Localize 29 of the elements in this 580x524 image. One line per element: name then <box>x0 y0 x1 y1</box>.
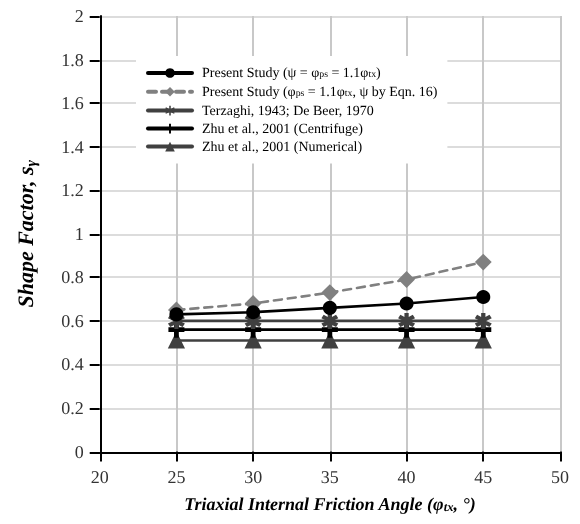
point <box>246 305 261 320</box>
x-tick-label: 30 <box>244 466 264 487</box>
y-tick-label: 0.4 <box>61 354 85 375</box>
y-tick-label: 1 <box>74 223 84 244</box>
y-tick-label: 1.6 <box>61 93 85 114</box>
x-tick-label: 40 <box>397 466 417 487</box>
point <box>398 271 415 288</box>
x-tick-label: 20 <box>90 466 110 487</box>
point <box>475 254 492 271</box>
y-tick-label: 1.8 <box>61 49 85 70</box>
point <box>321 312 338 329</box>
y-tick-label: 1.4 <box>61 136 85 157</box>
x-tick-label: 25 <box>167 466 187 487</box>
point <box>398 312 415 329</box>
y-tick-label: 0.2 <box>61 398 84 419</box>
x-tick-label: 50 <box>551 466 570 487</box>
x-tick-label: 35 <box>320 466 340 487</box>
y-tick-label: 0 <box>74 441 85 462</box>
x-tick-label: 45 <box>474 466 494 487</box>
point <box>476 289 491 304</box>
y-tick-label: 1.2 <box>61 180 84 201</box>
y-tick-label: 0.6 <box>61 310 85 331</box>
point <box>475 312 492 329</box>
y-tick-label: 0.8 <box>61 267 85 288</box>
point <box>321 284 338 301</box>
y-tick-label: 2 <box>74 6 84 26</box>
point <box>399 296 414 311</box>
point <box>169 307 184 322</box>
point <box>322 300 337 315</box>
